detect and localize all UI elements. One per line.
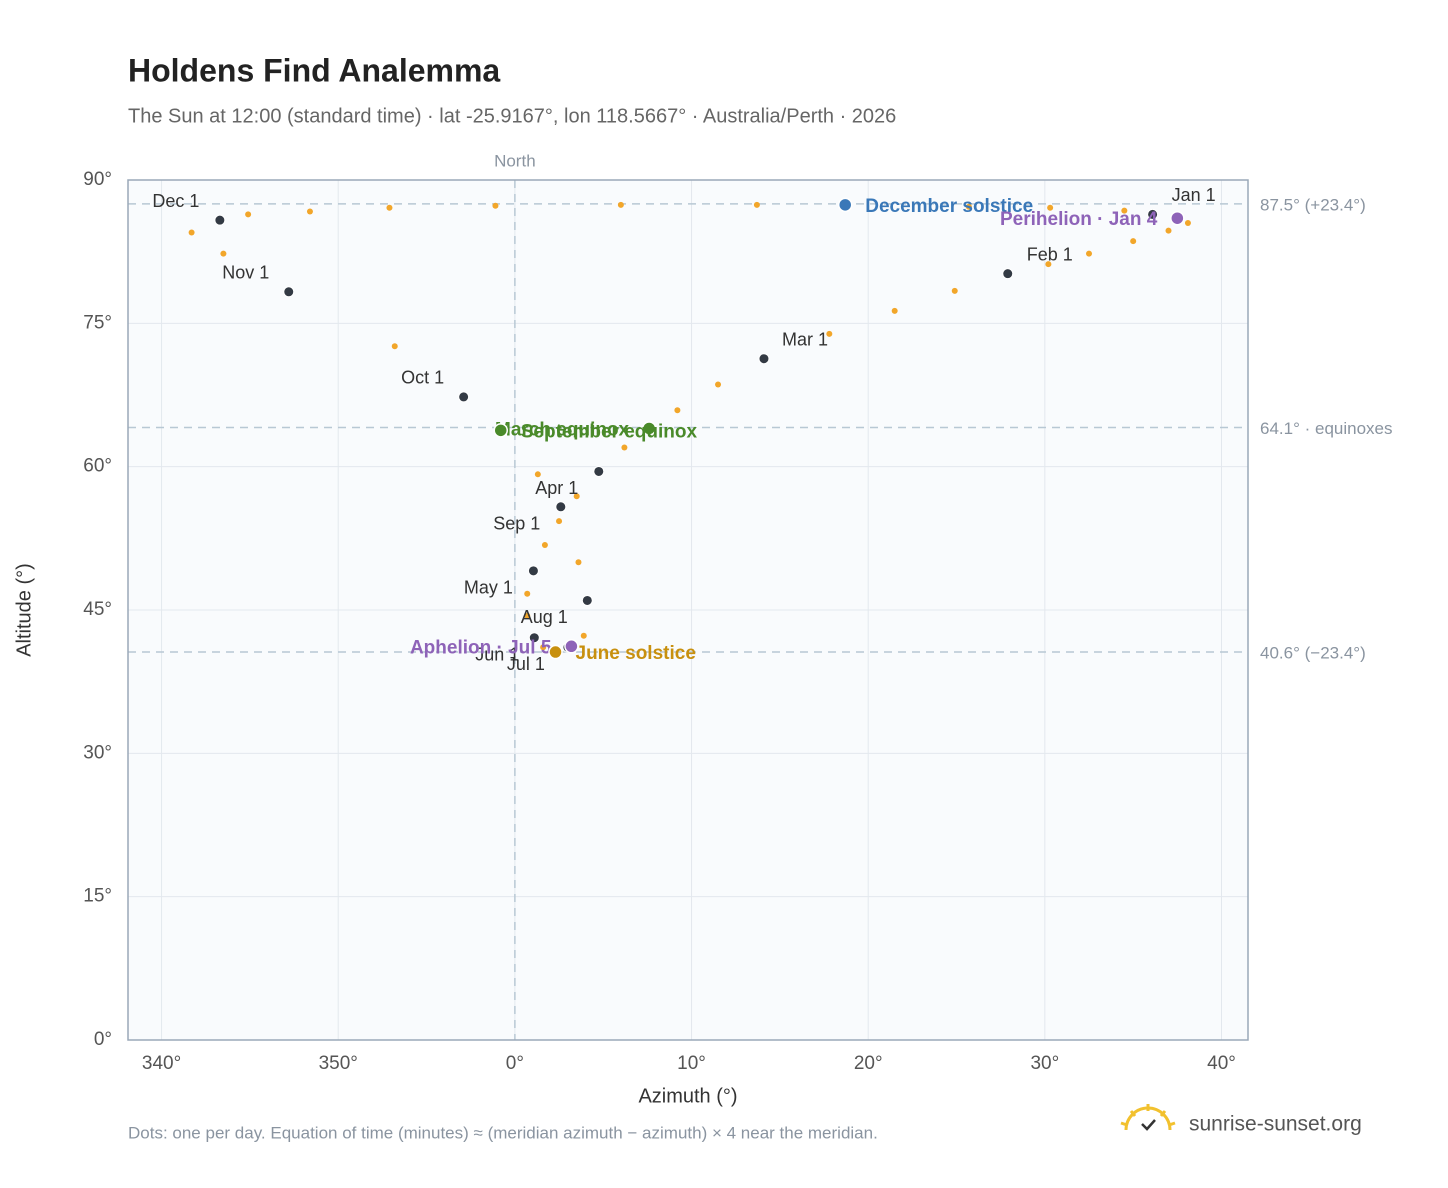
event-marker <box>493 423 508 438</box>
reference-label: 40.6° (−23.4°) <box>1260 644 1366 663</box>
day-dot <box>621 444 628 451</box>
event-marker <box>1170 210 1185 226</box>
month-label: Sep 1 <box>493 514 540 534</box>
day-dot <box>891 307 898 314</box>
month-label: Oct 1 <box>401 368 444 388</box>
month-marker <box>458 391 470 403</box>
month-marker <box>528 632 540 644</box>
x-tick-label: 10° <box>677 1053 706 1074</box>
day-dot <box>524 612 531 619</box>
brand-logo <box>1120 1104 1176 1131</box>
event-label: December solstice <box>865 196 1033 217</box>
month-label: Feb 1 <box>1027 244 1073 264</box>
day-dot <box>245 211 252 218</box>
event-label: Aphelion · Jul 5 <box>410 637 552 658</box>
month-marker <box>527 565 539 577</box>
day-dot <box>951 287 958 294</box>
x-tick-label: 0° <box>506 1053 524 1074</box>
month-label: Aug 1 <box>521 607 568 627</box>
brand: sunrise-sunset.org <box>1189 1113 1362 1136</box>
north-label: North <box>494 151 536 170</box>
day-dot <box>617 201 624 208</box>
y-tick-label: 30° <box>83 742 112 763</box>
month-label: Dec 1 <box>152 191 199 211</box>
x-tick-label: 350° <box>319 1053 358 1074</box>
plot-frame <box>127 179 1249 1041</box>
x-tick-label: 30° <box>1030 1053 1059 1074</box>
day-dot <box>391 343 398 350</box>
day-dot <box>1130 238 1137 245</box>
month-label: Jun 1 <box>475 644 519 664</box>
event-label: Perihelion · Jan 4 <box>1000 209 1158 230</box>
y-tick-label: 45° <box>83 599 112 620</box>
month-marker <box>1147 208 1159 220</box>
day-dot <box>1121 207 1128 214</box>
day-dot <box>1165 227 1172 234</box>
month-marker <box>1002 268 1014 280</box>
day-dot <box>540 644 547 651</box>
event-label: September equinox <box>521 421 698 442</box>
month-marker <box>581 594 593 606</box>
month-marker <box>283 286 295 298</box>
y-axis-label: Altitude (°) <box>13 563 35 657</box>
day-dot <box>826 330 833 337</box>
month-label: Mar 1 <box>782 329 828 349</box>
day-dot <box>715 381 722 388</box>
day-dot <box>965 203 972 210</box>
y-tick-label: 15° <box>83 886 112 907</box>
x-axis-label: Azimuth (°) <box>638 1085 737 1107</box>
month-label: Jan 1 <box>1172 185 1216 205</box>
day-dot <box>1047 204 1054 211</box>
day-dot <box>524 590 531 597</box>
month-marker <box>555 501 567 513</box>
chart-subtitle: The Sun at 12:00 (standard time) · lat -… <box>128 105 896 127</box>
day-dot <box>541 542 548 549</box>
day-dot <box>674 407 681 414</box>
reference-label: 64.1° · equinoxes <box>1260 419 1393 438</box>
x-tick-label: 340° <box>142 1053 181 1074</box>
day-dot <box>492 202 499 209</box>
y-tick-label: 90° <box>83 169 112 190</box>
month-label: Nov 1 <box>222 263 269 283</box>
day-dot <box>1184 220 1191 226</box>
x-tick-label: 20° <box>854 1053 883 1074</box>
x-tick-label: 40° <box>1207 1053 1236 1074</box>
month-label: May 1 <box>464 578 513 598</box>
reference-label: 87.5° (+23.4°) <box>1260 195 1366 214</box>
month-label: Apr 1 <box>535 478 578 498</box>
day-dot <box>220 250 227 257</box>
day-dot <box>575 559 582 566</box>
day-dot <box>580 632 587 639</box>
event-label: March equinox <box>495 419 630 440</box>
day-dot <box>556 518 563 525</box>
event-label: June solstice <box>576 643 696 664</box>
day-dot <box>1045 261 1052 268</box>
month-marker <box>758 353 770 365</box>
y-tick-label: 0° <box>94 1029 112 1050</box>
day-dot <box>753 201 760 208</box>
day-dot <box>534 471 541 478</box>
month-marker <box>214 214 226 226</box>
event-marker <box>548 644 563 660</box>
day-dot <box>188 229 195 236</box>
event-marker <box>564 639 579 654</box>
event-marker <box>837 197 853 213</box>
y-tick-label: 75° <box>83 312 112 333</box>
chart-title: Holdens Find Analemma <box>128 52 500 88</box>
day-dot <box>573 493 580 500</box>
day-dot <box>386 204 393 211</box>
y-tick-label: 60° <box>83 456 112 477</box>
month-label: Jul 1 <box>507 654 545 674</box>
day-dot <box>1086 250 1093 257</box>
day-dot <box>306 208 313 215</box>
month-marker <box>593 465 605 477</box>
event-marker <box>641 421 657 436</box>
footer: Dots: one per day. Equation of time (min… <box>128 1123 878 1142</box>
